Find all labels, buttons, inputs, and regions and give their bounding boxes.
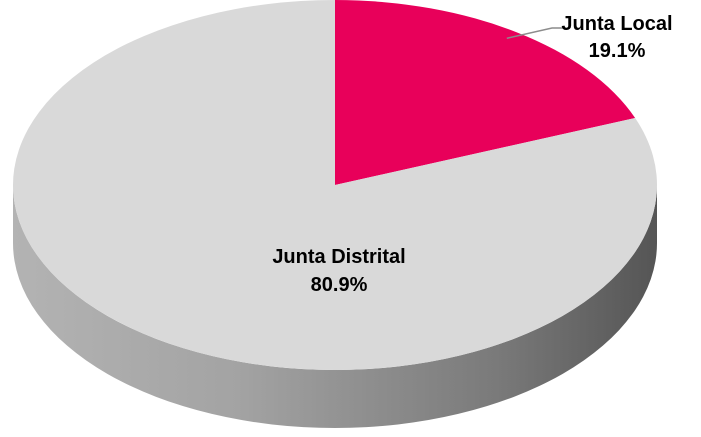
slice-label-name: Junta Local [561,13,672,35]
label-junta-distrital: Junta Distrital 80.9% [272,246,405,296]
pie-side-wall [13,185,657,428]
pie-slices [13,0,658,370]
slice-label-name: Junta Distrital [272,246,405,268]
pie-slice-junta-distrital [13,0,658,370]
slice-label-value: 19.1% [589,40,646,62]
leader-line [506,27,563,40]
pie-3d-side [13,185,657,428]
slice-label-value: 80.9% [311,274,368,296]
pie-slice-junta-local [335,0,636,185]
label-junta-local: Junta Local 19.1% [561,13,672,62]
leader-line-junta-local [506,27,563,40]
